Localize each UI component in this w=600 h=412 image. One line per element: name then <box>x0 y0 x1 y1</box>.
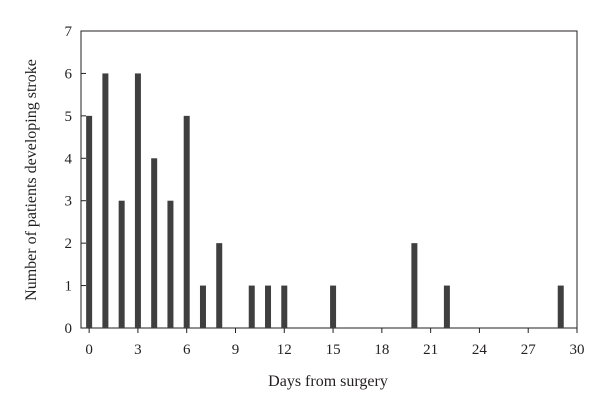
y-tick-label: 5 <box>65 109 73 125</box>
plot-area <box>80 30 578 329</box>
y-tick-label: 2 <box>65 236 73 252</box>
bar <box>557 285 564 328</box>
x-axis: 0 3 6 9 12 15 18 21 24 27 30 <box>85 328 585 358</box>
bar <box>411 243 418 328</box>
y-axis: 0 1 2 3 4 5 6 7 <box>65 24 86 337</box>
bar <box>199 285 206 328</box>
bar <box>86 115 93 328</box>
bar <box>183 115 190 328</box>
bar <box>151 158 158 328</box>
y-tick-label: 1 <box>65 279 73 295</box>
y-axis-title: Number of patients developing stroke <box>23 59 40 301</box>
x-tick-label: 18 <box>374 342 389 358</box>
plot-border <box>80 30 578 329</box>
x-tick-label: 9 <box>232 342 240 358</box>
bar <box>265 285 272 328</box>
bars <box>86 73 564 329</box>
x-tick-label: 6 <box>183 342 191 358</box>
x-tick-label: 12 <box>277 342 292 358</box>
bar <box>281 285 288 328</box>
x-tick-label: 30 <box>570 342 585 358</box>
y-tick-label: 0 <box>65 321 73 337</box>
bar <box>102 73 109 329</box>
bar <box>167 200 174 328</box>
y-tick-label: 4 <box>65 151 73 167</box>
x-tick-label: 24 <box>472 342 488 358</box>
bar <box>248 285 255 328</box>
bar <box>330 285 337 328</box>
y-tick-label: 3 <box>65 194 73 210</box>
bar <box>118 200 125 328</box>
bar <box>443 285 450 328</box>
x-tick-label: 27 <box>521 342 537 358</box>
y-tick-label: 7 <box>65 24 73 40</box>
x-tick-label: 0 <box>85 342 93 358</box>
bar <box>134 73 141 329</box>
y-tick-label: 6 <box>65 66 73 82</box>
x-axis-title: Days from surgery <box>268 373 388 390</box>
x-tick-label: 15 <box>326 342 341 358</box>
x-tick-label: 21 <box>423 342 438 358</box>
bar <box>216 243 223 328</box>
x-tick-label: 3 <box>134 342 142 358</box>
